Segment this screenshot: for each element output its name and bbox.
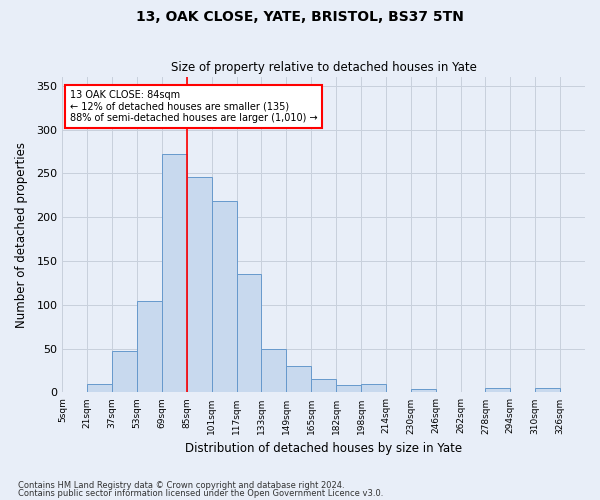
Bar	[187, 177, 212, 392]
Bar	[162, 154, 187, 392]
Bar	[336, 386, 361, 392]
Text: 13 OAK CLOSE: 84sqm
← 12% of detached houses are smaller (135)
88% of semi-detac: 13 OAK CLOSE: 84sqm ← 12% of detached ho…	[70, 90, 317, 124]
Y-axis label: Number of detached properties: Number of detached properties	[15, 142, 28, 328]
Bar	[361, 384, 386, 392]
Text: 13, OAK CLOSE, YATE, BRISTOL, BS37 5TN: 13, OAK CLOSE, YATE, BRISTOL, BS37 5TN	[136, 10, 464, 24]
Bar	[311, 380, 336, 392]
Bar	[236, 274, 262, 392]
Text: Contains HM Land Registry data © Crown copyright and database right 2024.: Contains HM Land Registry data © Crown c…	[18, 480, 344, 490]
Bar	[137, 302, 162, 392]
Bar	[286, 366, 311, 392]
Bar	[262, 348, 286, 393]
Bar	[535, 388, 560, 392]
Text: Contains public sector information licensed under the Open Government Licence v3: Contains public sector information licen…	[18, 489, 383, 498]
Bar	[112, 352, 137, 393]
Bar	[485, 388, 511, 392]
Title: Size of property relative to detached houses in Yate: Size of property relative to detached ho…	[171, 62, 476, 74]
Bar	[411, 389, 436, 392]
X-axis label: Distribution of detached houses by size in Yate: Distribution of detached houses by size …	[185, 442, 462, 455]
Bar	[87, 384, 112, 392]
Bar	[212, 200, 236, 392]
